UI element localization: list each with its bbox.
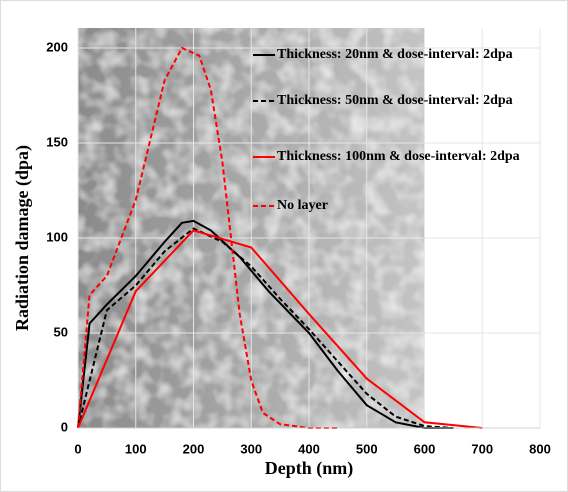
x-tick-label: 0 (74, 441, 81, 456)
x-axis-title: Depth (nm) (265, 458, 354, 479)
x-tick-label: 700 (471, 441, 493, 456)
legend-label: Thickness: 50nm & dose-interval: 2dpa (277, 93, 513, 108)
legend-label: No layer (277, 198, 328, 213)
series-line (77, 46, 338, 429)
x-tick-label: 100 (125, 441, 147, 456)
x-tick-label: 600 (414, 441, 436, 456)
y-tick-label: 0 (61, 419, 68, 434)
x-tick-label: 400 (298, 441, 320, 456)
series-line (77, 227, 454, 429)
y-tick-label: 200 (46, 39, 68, 54)
y-tick-label: 50 (54, 324, 68, 339)
x-tick-label: 200 (183, 441, 205, 456)
x-tick-label: 300 (240, 441, 262, 456)
legend-label: Thickness: 20nm & dose-interval: 2dpa (277, 47, 513, 62)
x-tick-label: 500 (356, 441, 378, 456)
legend-label: Thickness: 100nm & dose-interval: 2dpa (277, 149, 520, 164)
y-axis-title: Radiation damage (dpa) (12, 145, 33, 331)
y-tick-label: 100 (46, 229, 68, 244)
x-tick-label: 800 (529, 441, 551, 456)
y-tick-label: 150 (46, 134, 68, 149)
series-line (77, 229, 483, 429)
